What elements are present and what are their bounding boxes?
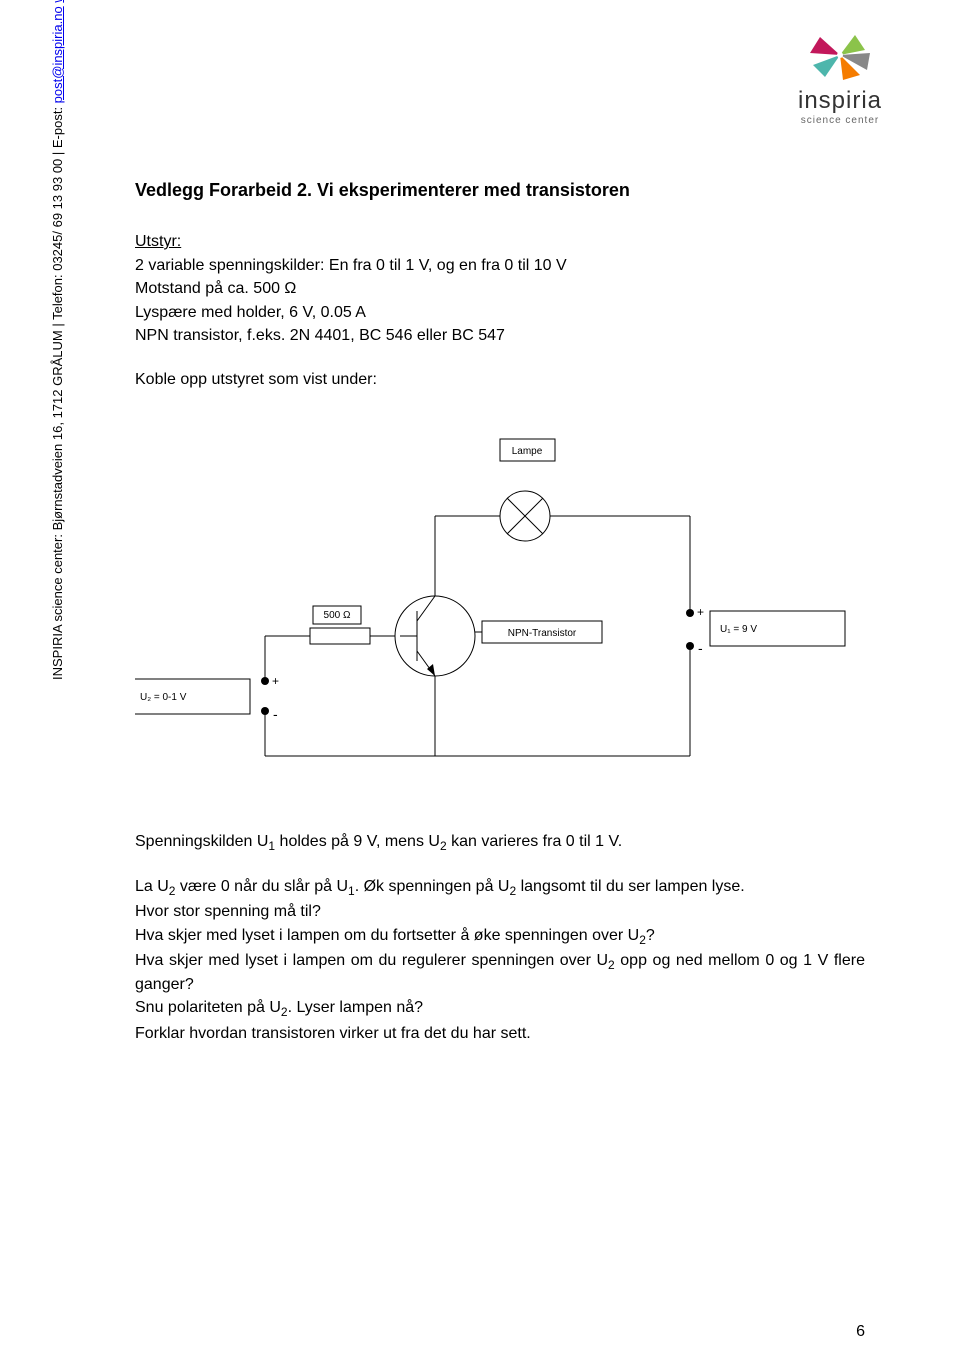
u1-plus: + [697, 605, 704, 619]
equipment-line-1: 2 variable spenningskilder: En fra 0 til… [135, 255, 865, 277]
para-2: La U2 være 0 når du slår på U1. Øk spenn… [135, 876, 865, 899]
u2-source: U₂ = 0-1 V + - [135, 674, 279, 722]
para-1: Spenningskilden U1 holdes på 9 V, mens U… [135, 831, 865, 854]
equipment-heading: Utstyr: [135, 231, 865, 253]
u1-minus: - [698, 640, 703, 656]
equipment-line-3: Lyspære med holder, 6 V, 0.05 A [135, 302, 865, 324]
para-5: Hva skjer med lyset i lampen om du regul… [135, 950, 865, 995]
u2-label: U₂ = 0-1 V [140, 692, 187, 703]
sidebar-mid [50, 3, 65, 7]
resistor-label: 500 Ω [324, 610, 351, 621]
questions-block: Spenningskilden U1 holdes på 9 V, mens U… [135, 831, 865, 1045]
sidebar-contact: INSPIRIA science center: Bjørnstadveien … [50, 0, 65, 680]
content: Vedlegg Forarbeid 2. Vi eksperimenterer … [135, 40, 865, 1044]
resistor-symbol: 500 Ω [310, 606, 370, 644]
equipment-line-4: NPN transistor, f.eks. 2N 4401, BC 546 e… [135, 325, 865, 347]
u2-plus: + [272, 674, 279, 688]
u1-label: U₁ = 9 V [720, 624, 757, 635]
lamp-label: Lampe [512, 446, 543, 457]
equipment-line-2: Motstand på ca. 500 Ω [135, 278, 865, 300]
logo-tagline: science center [795, 115, 885, 126]
logo-pinwheel-icon [795, 25, 885, 85]
lamp-symbol: Lampe [475, 439, 575, 541]
sidebar-email-link[interactable]: post@inspiria.no [50, 6, 65, 103]
u1-source: U₁ = 9 V + - [697, 605, 845, 656]
page-title: Vedlegg Forarbeid 2. Vi eksperimenterer … [135, 180, 865, 201]
para-4: Hva skjer med lyset i lampen om du forts… [135, 925, 865, 948]
equipment-instruction: Koble opp utstyret som vist under: [135, 369, 865, 391]
u2-minus: - [273, 706, 278, 722]
para-7: Forklar hvordan transistoren virker ut f… [135, 1023, 865, 1045]
page: inspiria science center INSPIRIA science… [0, 0, 960, 1371]
circuit-diagram: Lampe 500 Ω [135, 421, 865, 801]
para-3: Hvor stor spenning må til? [135, 901, 865, 923]
page-number: 6 [856, 1323, 865, 1341]
equipment-block: Utstyr: 2 variable spenningskilder: En f… [135, 231, 865, 391]
sidebar-prefix: INSPIRIA science center: Bjørnstadveien … [50, 103, 65, 680]
sidebar-url-link[interactable]: www.inspiria.no [50, 0, 65, 3]
transistor-label: NPN-Transistor [508, 628, 577, 639]
para-6: Snu polariteten på U2. Lyser lampen nå? [135, 997, 865, 1020]
transistor-symbol [395, 596, 475, 676]
logo: inspiria science center [795, 25, 885, 126]
circuit-svg: Lampe 500 Ω [135, 421, 855, 801]
logo-brand: inspiria [795, 87, 885, 115]
